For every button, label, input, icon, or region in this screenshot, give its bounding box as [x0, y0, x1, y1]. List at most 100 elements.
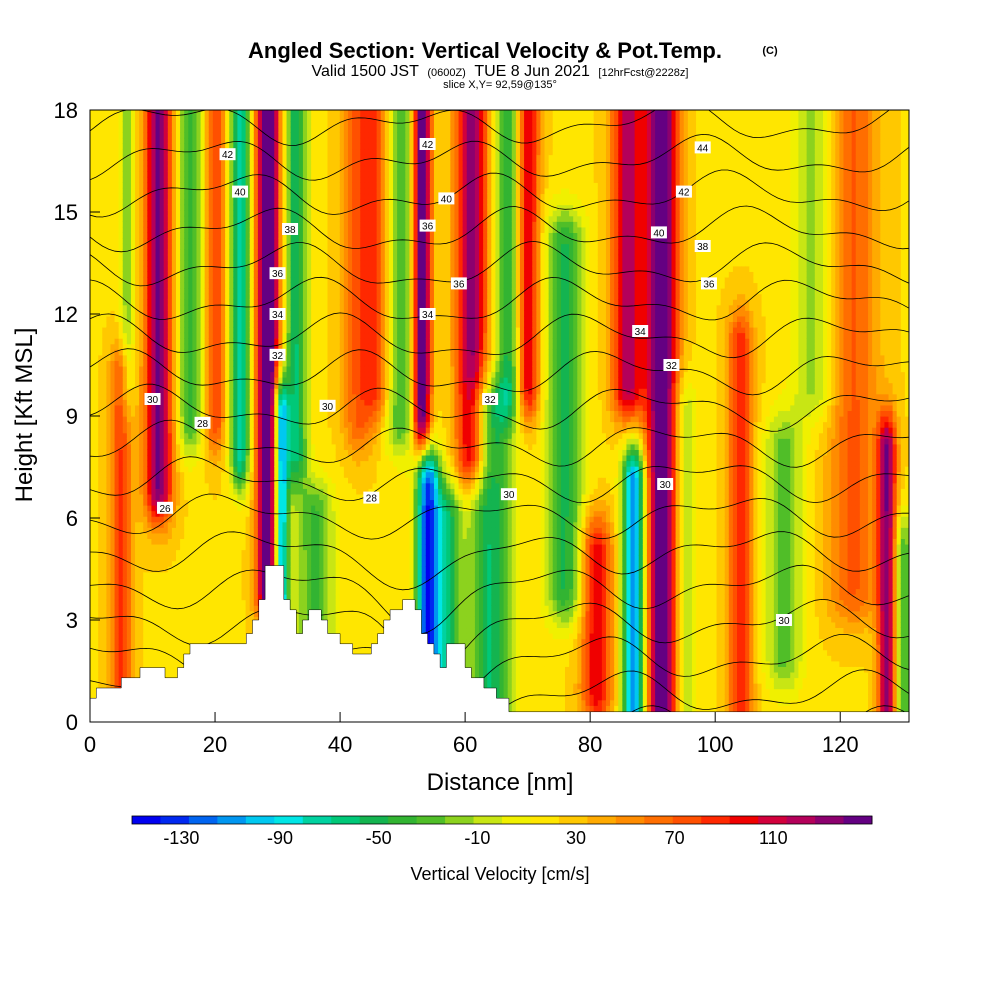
velocity-cell [126, 210, 132, 217]
velocity-cell [130, 449, 136, 456]
velocity-cell [102, 232, 107, 239]
velocity-cell [270, 499, 275, 506]
velocity-cell [90, 182, 95, 189]
velocity-cell [110, 432, 116, 439]
velocity-cell [261, 137, 267, 144]
velocity-cell [102, 182, 107, 189]
velocity-cell [98, 365, 103, 373]
velocity-cell [180, 410, 185, 417]
velocity-cell [143, 549, 148, 556]
velocity-cell [102, 382, 107, 389]
velocity-cell [122, 582, 128, 590]
velocity-cell [106, 154, 112, 161]
velocity-cell [266, 193, 271, 200]
velocity-cell [212, 288, 218, 295]
velocity-cell [176, 427, 181, 434]
velocity-cell [188, 443, 193, 450]
velocity-cell [126, 532, 132, 539]
velocity-cell [102, 193, 107, 200]
velocity-cell [130, 610, 136, 617]
velocity-cell [151, 649, 157, 656]
velocity-cell [237, 232, 243, 239]
velocity-cell [204, 499, 210, 506]
velocity-cell [180, 187, 185, 195]
velocity-cell [180, 571, 185, 578]
velocity-cell [229, 176, 234, 183]
velocity-cell [216, 260, 222, 267]
velocity-cell [216, 137, 222, 144]
velocity-cell [200, 499, 206, 506]
velocity-cell [110, 666, 116, 673]
velocity-cell [188, 143, 193, 150]
velocity-cell [266, 360, 271, 367]
velocity-cell [106, 610, 112, 617]
velocity-cell [118, 632, 124, 640]
velocity-cell [106, 321, 112, 328]
velocity-cell [90, 560, 95, 567]
velocity-cell [245, 488, 251, 495]
velocity-cell [135, 538, 140, 545]
velocity-cell [135, 438, 140, 445]
velocity-cell [155, 332, 161, 339]
velocity-cell [237, 115, 243, 122]
velocity-cell [184, 110, 189, 117]
velocity-cell [147, 148, 153, 156]
velocity-cell [241, 221, 247, 228]
velocity-cell [229, 204, 234, 211]
velocity-cell [200, 343, 206, 350]
velocity-cell [94, 210, 99, 217]
velocity-cell [102, 276, 107, 284]
velocity-cell [98, 683, 103, 690]
velocity-cell [249, 443, 255, 450]
velocity-cell [188, 404, 193, 412]
velocity-cell [212, 182, 218, 189]
velocity-cell [176, 421, 181, 428]
velocity-cell [147, 460, 153, 467]
velocity-cell [216, 338, 222, 345]
velocity-cell [261, 577, 267, 584]
velocity-cell [90, 410, 95, 417]
velocity-cell [216, 243, 222, 250]
velocity-cell [270, 538, 275, 545]
velocity-cell [135, 260, 140, 267]
velocity-cell [98, 165, 103, 172]
velocity-cell [106, 599, 112, 606]
velocity-cell [155, 148, 161, 156]
velocity-cell [94, 632, 99, 640]
velocity-cell [249, 226, 255, 233]
velocity-cell [237, 182, 243, 189]
velocity-cell [98, 438, 103, 445]
velocity-cell [90, 148, 95, 156]
velocity-cell [233, 243, 239, 250]
velocity-cell [94, 226, 99, 233]
velocity-cell [245, 271, 251, 278]
velocity-cell [94, 365, 99, 373]
velocity-cell [126, 599, 132, 606]
velocity-cell [147, 621, 153, 629]
velocity-cell [266, 254, 271, 261]
velocity-cell [151, 182, 157, 189]
velocity-cell [139, 343, 144, 350]
velocity-cell [135, 199, 140, 206]
velocity-cell [98, 148, 103, 156]
velocity-cell [139, 527, 144, 534]
velocity-cell [225, 293, 230, 300]
velocity-cell [257, 449, 263, 456]
velocity-cell [245, 471, 251, 478]
velocity-cell [270, 221, 275, 228]
velocity-cell [184, 416, 189, 423]
velocity-cell [102, 377, 107, 384]
velocity-cell [253, 260, 259, 267]
velocity-cell [159, 137, 165, 144]
velocity-cell [253, 460, 259, 467]
velocity-cell [106, 454, 112, 462]
velocity-cell [147, 349, 153, 356]
velocity-cell [126, 432, 132, 439]
velocity-cell [118, 204, 124, 211]
velocity-cell [249, 438, 255, 445]
velocity-cell [208, 132, 214, 139]
velocity-cell [208, 560, 214, 567]
velocity-cell [122, 265, 128, 272]
velocity-cell [110, 510, 116, 517]
velocity-cell [176, 638, 181, 645]
